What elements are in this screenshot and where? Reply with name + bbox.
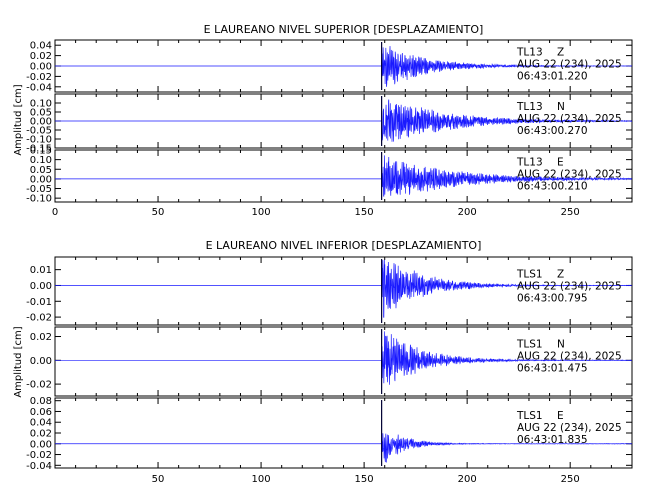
component-label: N [557,101,565,113]
y-tick-label: 0.02 [30,51,52,62]
y-tick-label: 0.05 [30,165,52,176]
x-tick-label: 200 [458,207,477,218]
y-tick-label: 0.15 [30,146,52,157]
y-tick-label: -0.01 [26,297,52,308]
y-tick-label: 0.00 [30,117,52,128]
chart-title: E LAUREANO NIVEL INFERIOR [DESPLAZAMIENT… [206,239,482,252]
x-tick-label: 50 [152,474,165,485]
y-tick-label: 0.10 [30,99,52,110]
x-tick-label: 200 [458,474,477,485]
x-tick-label: 0 [52,207,58,218]
y-tick-label: 0.02 [30,429,52,440]
time-label: 06:43:00.210 [517,181,588,193]
y-tick-label: 0.04 [30,418,52,429]
time-label: 06:43:01.475 [517,363,588,375]
y-tick-label: -0.05 [26,184,52,195]
y-tick-label: -0.10 [26,135,52,146]
y-tick-label: 0.02 [30,332,52,343]
date-label: AUG 22 (234), 2025 [517,280,622,292]
y-tick-label: 0.00 [30,281,52,292]
y-axis-label: Amplitud [cm] [13,326,24,397]
date-label: AUG 22 (234), 2025 [517,351,622,363]
series-line [55,155,633,197]
y-tick-label: 0.08 [30,396,52,407]
component-label: N [557,339,565,351]
y-tick-label: 0.00 [30,356,52,367]
station-label: TLS1 [516,410,543,422]
y-tick-label: -0.10 [26,194,52,205]
y-tick-label: -0.02 [26,450,52,461]
y-tick-label: 0.10 [30,155,52,166]
y-tick-label: -0.04 [26,461,52,472]
y-tick-label: -0.02 [26,380,52,391]
date-label: AUG 22 (234), 2025 [517,422,622,434]
y-tick-label: 0.04 [30,41,52,52]
component-label: Z [557,268,564,280]
time-label: 06:43:01.220 [517,71,588,83]
series-line [55,46,633,87]
time-label: 06:43:00.270 [517,125,588,137]
y-axis-label: Amplitud [cm] [13,84,24,155]
y-tick-label: 0.00 [30,62,52,73]
station-label: TL13 [516,157,543,169]
series-line [55,433,633,463]
y-tick-label: -0.05 [26,126,52,137]
chart-title: E LAUREANO NIVEL SUPERIOR [DESPLAZAMIENT… [204,23,484,36]
date-label: AUG 22 (234), 2025 [517,59,622,71]
date-label: AUG 22 (234), 2025 [517,169,622,181]
time-label: 06:43:01.835 [517,434,588,446]
y-tick-label: -0.04 [26,82,52,93]
y-tick-label: 0.00 [30,439,52,450]
date-label: AUG 22 (234), 2025 [517,113,622,125]
y-tick-label: -0.15 [26,144,52,155]
y-tick-label: 0.05 [30,108,52,119]
y-tick-label: -0.02 [26,313,52,324]
series-line [55,331,632,385]
x-tick-label: 50 [152,207,165,218]
station-label: TLS1 [516,339,543,351]
station-label: TL13 [516,101,543,113]
x-tick-label: 250 [561,474,580,485]
station-label: TLS1 [516,268,543,280]
y-tick-label: 0.06 [30,407,52,418]
series-line [55,259,633,318]
component-label: E [557,157,564,169]
y-tick-label: 0.00 [30,174,52,185]
station-label: TL13 [516,47,543,59]
series-line [55,99,633,142]
time-label: 06:43:00.795 [517,292,588,304]
component-label: Z [557,47,564,59]
x-tick-label: 100 [252,207,271,218]
x-tick-label: 150 [355,474,374,485]
component-label: E [557,410,564,422]
x-tick-label: 100 [252,474,271,485]
y-tick-label: 0.01 [30,265,52,276]
y-tick-label: -0.02 [26,72,52,83]
x-tick-label: 150 [355,207,374,218]
x-tick-label: 250 [561,207,580,218]
